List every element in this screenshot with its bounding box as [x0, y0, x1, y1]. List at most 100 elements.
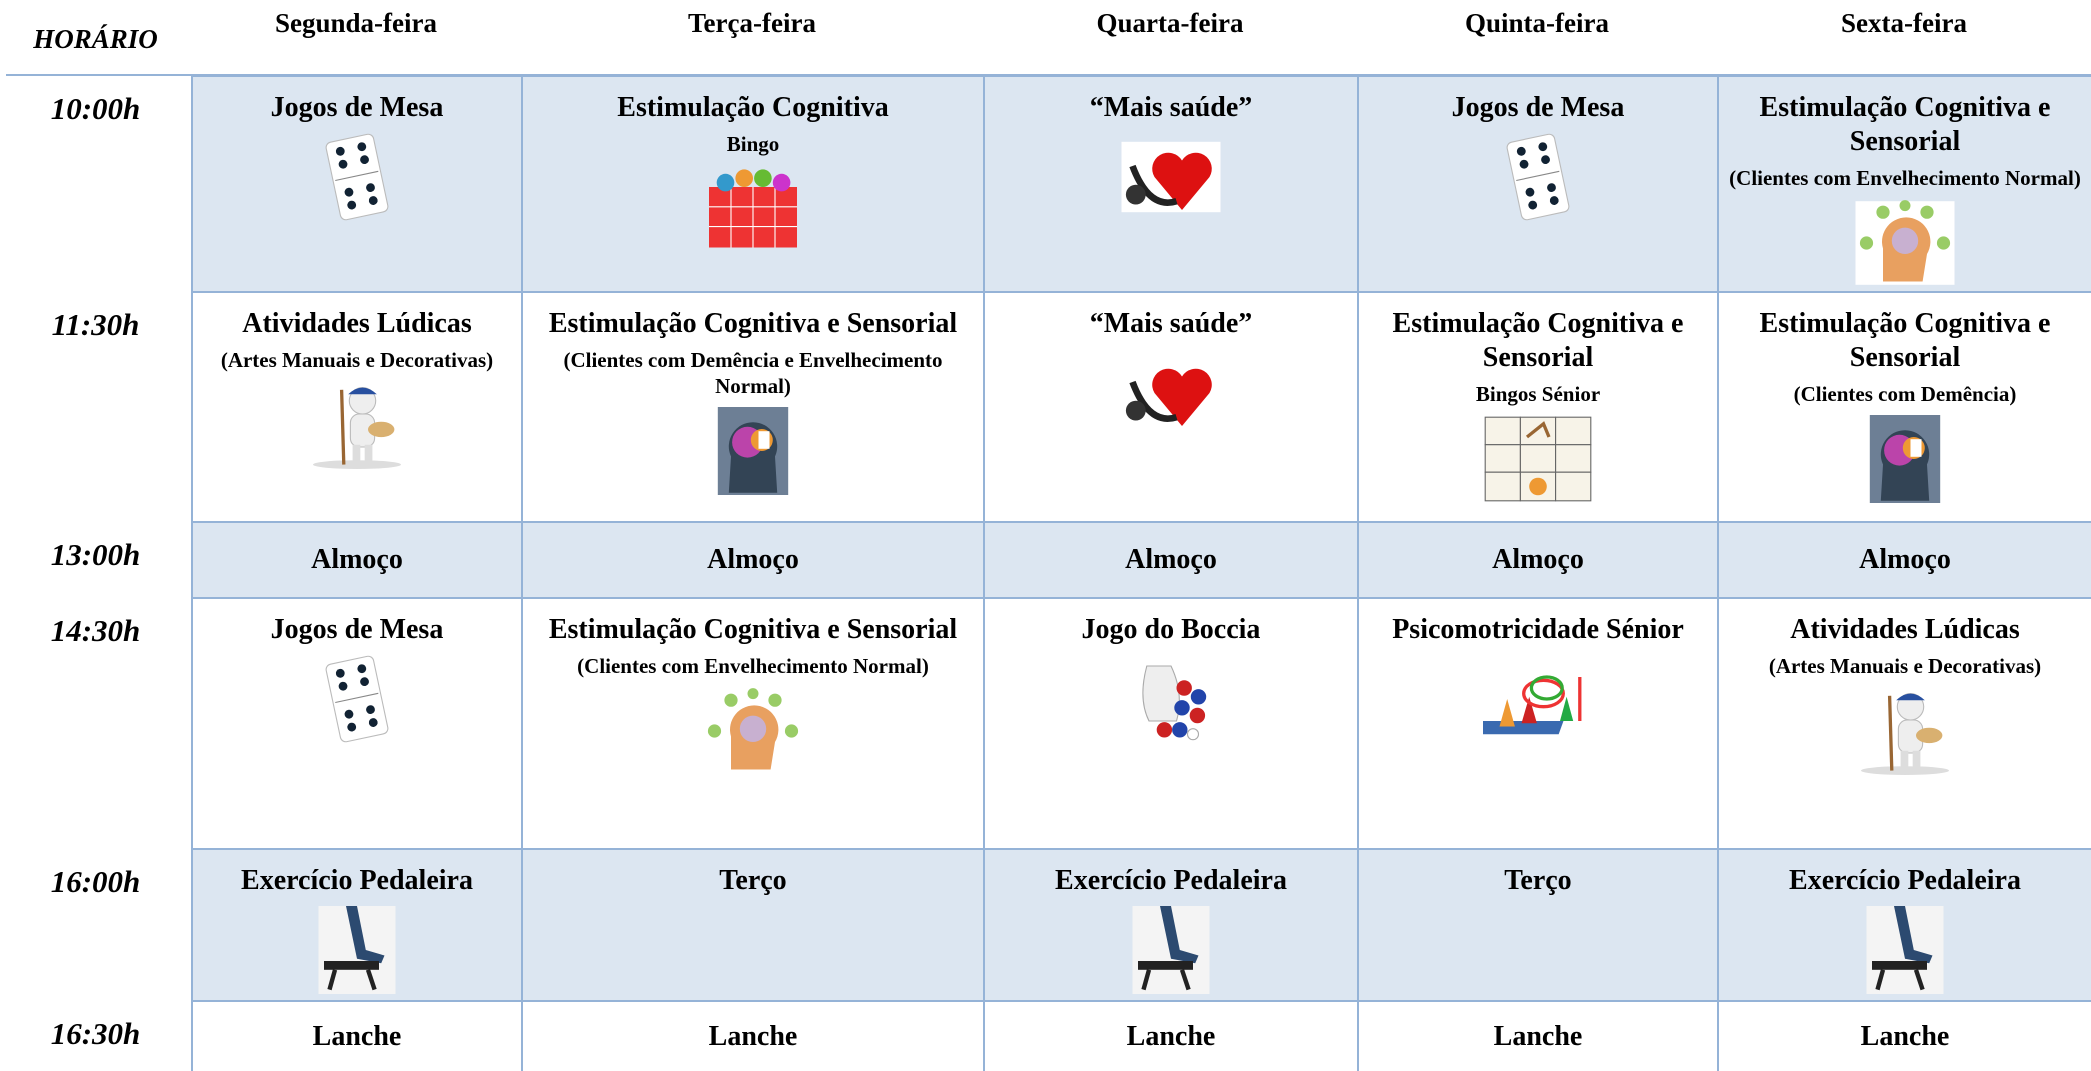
activity-icon — [698, 165, 808, 258]
activity-title: Lanche — [708, 1020, 798, 1052]
activity-title: Jogos de Mesa — [1451, 92, 1625, 123]
activity-cell: Jogos de Mesa — [191, 75, 521, 291]
day-header: Terça-feira — [688, 8, 816, 38]
day-header: Quarta-feira — [1096, 8, 1244, 38]
activity-icon — [1116, 906, 1226, 999]
activity-cell: Atividades Lúdicas (Artes Manuais e Decor… — [1717, 597, 2091, 848]
icon-image — [325, 655, 389, 743]
activity-cell: Atividades Lúdicas (Artes Manuais e Decor… — [191, 291, 521, 521]
activity-title: Almoço — [1859, 544, 1951, 575]
icon-image — [313, 387, 401, 469]
activity-title: Estimulação Cognitiva — [617, 92, 889, 123]
icon-image — [1866, 906, 1944, 994]
activity-note: (Clientes com Demência e Envelhecimento … — [563, 348, 943, 398]
activity-title: Lanche — [312, 1020, 402, 1052]
activity-icon — [1116, 133, 1226, 226]
activity-icon — [1850, 906, 1960, 999]
activity-title: Almoço — [311, 544, 403, 575]
icon-image — [1121, 357, 1221, 429]
activity-title: Jogo do Boccia — [1081, 614, 1261, 645]
activity-cell: Estimulação Cognitiva e Sensorial (Client… — [521, 597, 983, 848]
icon-image — [709, 169, 797, 248]
activity-title: Exercício Pedaleira — [1789, 865, 2021, 896]
activity-cell: Estimulação Cognitiva Bingo — [521, 75, 983, 291]
activity-cell: Estimulação Cognitiva e Sensorial (Client… — [1717, 291, 2091, 521]
activity-title: Atividades Lúdicas — [242, 308, 472, 339]
activity-cell: Estimulação Cognitiva e Sensorial (Client… — [1717, 75, 2091, 291]
activity-icon — [1116, 349, 1226, 442]
activity-icon — [1483, 415, 1593, 508]
activity-cell: Terço — [521, 848, 983, 1000]
activity-cell: Lanche — [521, 1000, 983, 1071]
horario-header: HORÁRIO — [33, 24, 158, 54]
icon-image — [1855, 200, 1955, 285]
activity-cell: Estimulação Cognitiva e Sensorial (Client… — [521, 291, 983, 521]
time-label: 14:30h — [50, 613, 141, 648]
activity-icon — [1850, 199, 1960, 291]
activity-cell: Jogos de Mesa — [1357, 75, 1717, 291]
activity-note: (Artes Manuais e Decorativas) — [1768, 654, 2042, 678]
activity-cell: Almoço — [191, 521, 521, 597]
time-label: 11:30h — [51, 307, 140, 342]
icon-image — [1861, 693, 1949, 775]
day-header: Quinta-feira — [1465, 8, 1609, 38]
activity-cell: Exercício Pedaleira — [1717, 848, 2091, 1000]
activity-cell: “Mais saúde” — [983, 75, 1357, 291]
activity-icon — [1483, 133, 1593, 226]
activity-icon — [698, 407, 808, 500]
activity-note: (Artes Manuais e Decorativas) — [220, 348, 494, 372]
time-label: 10:00h — [50, 91, 141, 126]
activity-note: (Clientes com Demência) — [1793, 382, 2017, 406]
activity-cell: Lanche — [983, 1000, 1357, 1071]
activity-note: Bingos Sénior — [1475, 382, 1601, 406]
activity-title: Exercício Pedaleira — [241, 865, 473, 896]
activity-title: Estimulação Cognitiva e Sensorial — [1759, 92, 2051, 157]
icon-image — [1142, 665, 1207, 741]
activity-title: “Mais saúde” — [1089, 92, 1253, 123]
time-label: 16:00h — [50, 864, 141, 899]
activity-icon — [1850, 415, 1960, 508]
activity-title: Terço — [1504, 865, 1572, 896]
activity-title: Atividades Lúdicas — [1790, 614, 2020, 645]
activity-icon — [302, 655, 412, 748]
activity-title: Almoço — [1492, 544, 1584, 575]
icon-image — [325, 133, 389, 221]
time-label: 16:30h — [50, 1016, 141, 1051]
icon-image — [717, 407, 789, 495]
activity-icon — [1459, 655, 1593, 748]
activity-icon — [1116, 655, 1226, 748]
activity-title: Lanche — [1493, 1020, 1583, 1052]
time-label: 13:00h — [50, 537, 141, 572]
activity-cell: Lanche — [1717, 1000, 2091, 1071]
activity-icon — [302, 906, 412, 999]
activity-icon — [302, 381, 412, 474]
activity-title: Estimulação Cognitiva e Sensorial — [1392, 308, 1684, 373]
activity-cell: Almoço — [521, 521, 983, 597]
icon-image — [1121, 141, 1221, 213]
activity-title: Psicomotricidade Sénior — [1392, 614, 1684, 645]
activity-cell: Jogos de Mesa — [191, 597, 521, 848]
activity-cell: Exercício Pedaleira — [983, 848, 1357, 1000]
activity-title: Estimulação Cognitiva e Sensorial — [1759, 308, 2051, 373]
activity-cell: Exercício Pedaleira — [191, 848, 521, 1000]
activity-cell: Jogo do Boccia — [983, 597, 1357, 848]
icon-image — [703, 688, 803, 773]
activity-note: (Clientes com Envelhecimento Normal) — [577, 654, 929, 678]
activity-title: Lanche — [1860, 1020, 1950, 1052]
activity-note: (Clientes com Envelhecimento Normal) — [1729, 166, 2081, 190]
activity-cell: Almoço — [983, 521, 1357, 597]
activity-note: Bingo — [726, 132, 780, 156]
activity-cell: Estimulação Cognitiva e Sensorial Bingos … — [1357, 291, 1717, 521]
activity-icon — [698, 687, 808, 780]
icon-image — [1869, 415, 1941, 503]
icon-image — [1506, 133, 1570, 221]
activity-cell: Lanche — [1357, 1000, 1717, 1071]
day-header: Segunda-feira — [275, 8, 437, 38]
activity-icon — [302, 133, 412, 226]
activity-cell: Psicomotricidade Sénior — [1357, 597, 1717, 848]
activity-title: “Mais saúde” — [1089, 308, 1253, 339]
activity-title: Exercício Pedaleira — [1055, 865, 1287, 896]
activity-cell: Almoço — [1717, 521, 2091, 597]
activity-title: Almoço — [1125, 544, 1217, 575]
